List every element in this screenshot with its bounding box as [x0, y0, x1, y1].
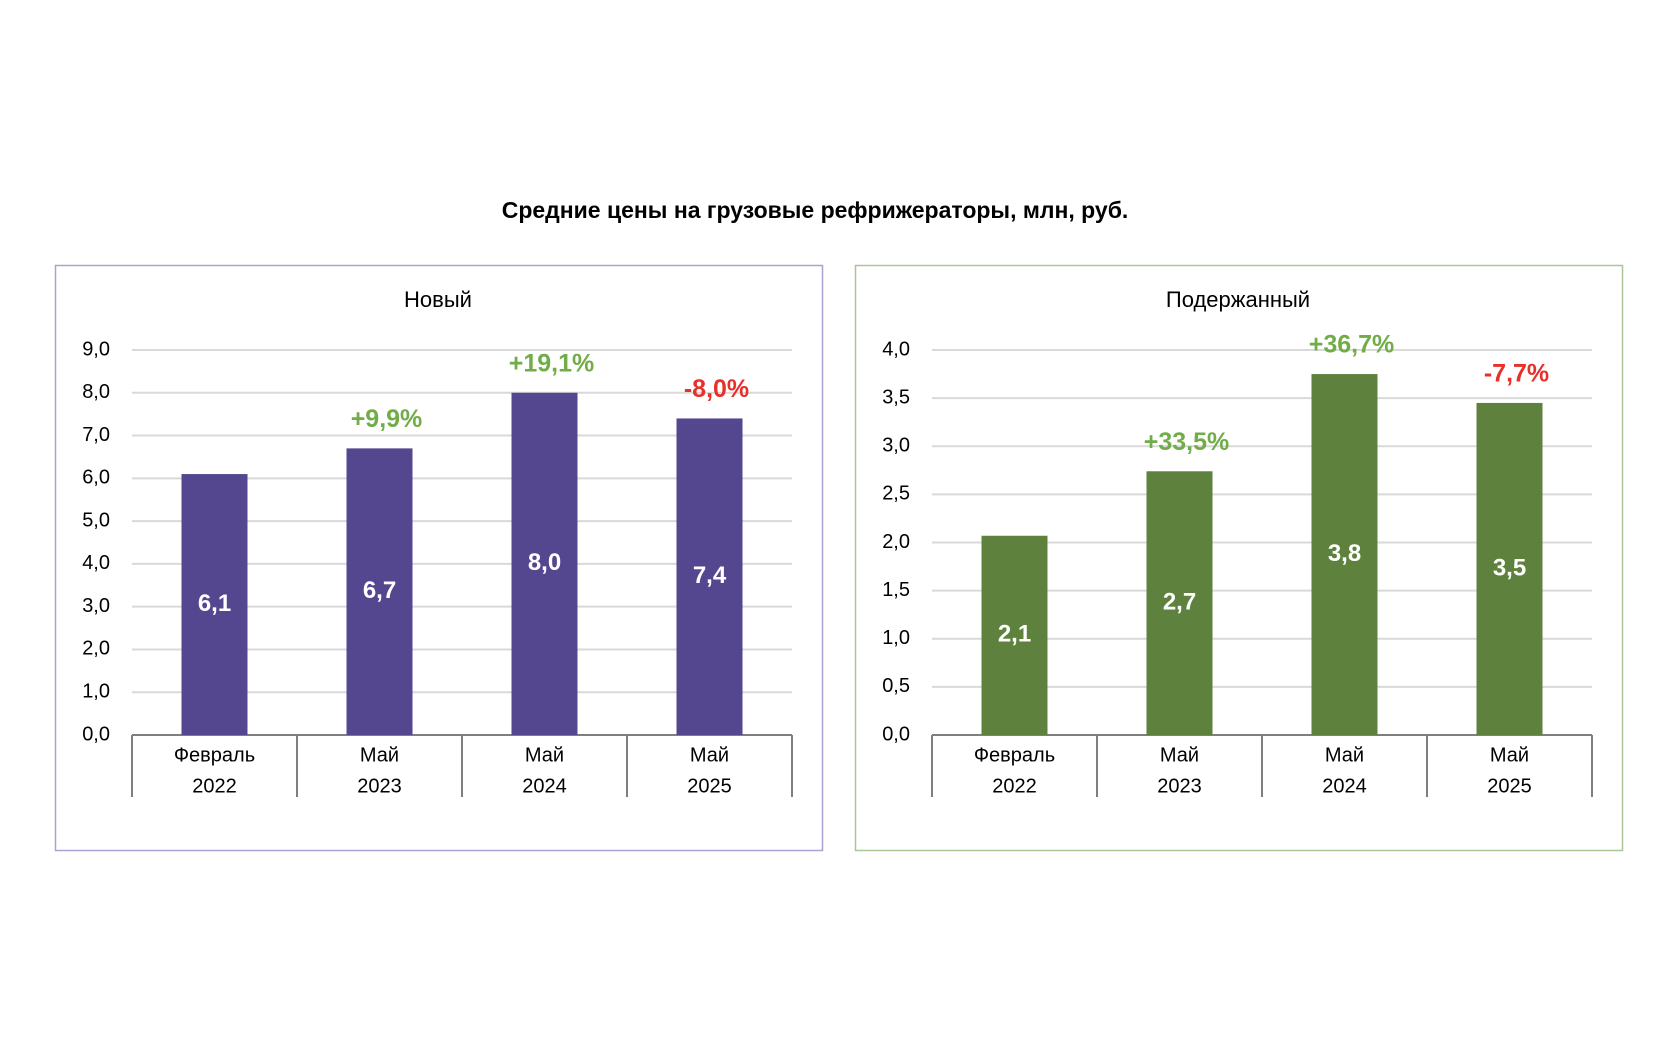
y-tick-label: 2,0 — [882, 531, 910, 553]
x-tick-label: Май — [525, 744, 564, 766]
panel-border — [854, 264, 1624, 852]
y-tick-label: 1,0 — [82, 681, 110, 703]
x-tick-label: 2022 — [192, 775, 237, 797]
value-label: 7,4 — [693, 562, 727, 589]
change-label: +33,5% — [1144, 428, 1230, 456]
value-label: 3,5 — [1493, 554, 1526, 581]
x-tick-label: Май — [1160, 744, 1199, 766]
bar — [676, 418, 743, 735]
change-label: +36,7% — [1309, 331, 1395, 359]
y-tick-label: 1,0 — [882, 627, 910, 649]
x-tick-label: 2025 — [687, 775, 732, 797]
chart-panel: Подержанный 0,0 0,5 1,0 1,5 2,0 2,5 3,0 3,5 4,0 Фе… — [854, 264, 1624, 852]
bar — [181, 474, 248, 735]
panel-border — [54, 264, 824, 852]
y-tick-label: 7,0 — [82, 424, 110, 446]
y-tick-label: 8,0 — [82, 381, 110, 403]
y-tick-label: 2,5 — [882, 483, 910, 505]
bar — [1476, 402, 1543, 735]
x-tick-label: 2022 — [992, 775, 1037, 797]
bar — [981, 535, 1048, 735]
change-label: +9,9% — [351, 405, 423, 433]
y-tick-label: 3,5 — [882, 386, 910, 408]
x-tick-label: Май — [1325, 744, 1364, 766]
main-title: Средние цены на грузовые рефрижераторы, … — [502, 197, 1129, 223]
value-label: 2,7 — [1163, 588, 1196, 615]
change-label: -7,7% — [1484, 360, 1549, 388]
value-label: 6,1 — [198, 590, 231, 617]
y-tick-label: 4,0 — [82, 552, 110, 574]
chart-title: Новый — [404, 287, 472, 312]
x-tick-label: 2025 — [1487, 775, 1532, 797]
value-label: 3,8 — [1328, 540, 1361, 567]
y-tick-label: 0,0 — [82, 723, 110, 745]
value-label: 8,0 — [528, 549, 561, 576]
change-label: -8,0% — [684, 375, 749, 403]
x-tick-label: Май — [1490, 744, 1529, 766]
y-tick-label: 0,0 — [882, 723, 910, 745]
x-tick-label: Февраль — [974, 744, 1055, 766]
x-tick-label: 2024 — [522, 775, 567, 797]
x-tick-label: 2023 — [357, 775, 402, 797]
y-tick-label: 5,0 — [82, 509, 110, 531]
bar — [346, 448, 413, 735]
y-tick-label: 3,0 — [882, 435, 910, 457]
y-tick-label: 1,5 — [882, 579, 910, 601]
y-tick-label: 0,5 — [882, 675, 910, 697]
bar — [511, 392, 578, 735]
x-tick-label: 2024 — [1322, 775, 1367, 797]
chart-panel: Новый 0,0 1,0 2,0 3,0 4,0 5,0 6,0 7,0 8,0 9,0 Февра… — [54, 264, 824, 852]
y-tick-label: 9,0 — [82, 338, 110, 360]
y-tick-label: 6,0 — [82, 467, 110, 489]
y-tick-label: 3,0 — [82, 595, 110, 617]
x-tick-label: Май — [690, 744, 729, 766]
y-tick-label: 2,0 — [82, 638, 110, 660]
x-tick-label: Февраль — [174, 744, 255, 766]
value-label: 6,7 — [363, 577, 396, 604]
x-tick-label: Май — [360, 744, 399, 766]
value-label: 2,1 — [998, 621, 1031, 648]
change-label: +19,1% — [509, 349, 595, 377]
bar — [1311, 374, 1378, 735]
y-tick-label: 4,0 — [882, 338, 910, 360]
chart-title: Подержанный — [1166, 287, 1310, 312]
bar — [1146, 471, 1213, 735]
x-tick-label: 2023 — [1157, 775, 1202, 797]
